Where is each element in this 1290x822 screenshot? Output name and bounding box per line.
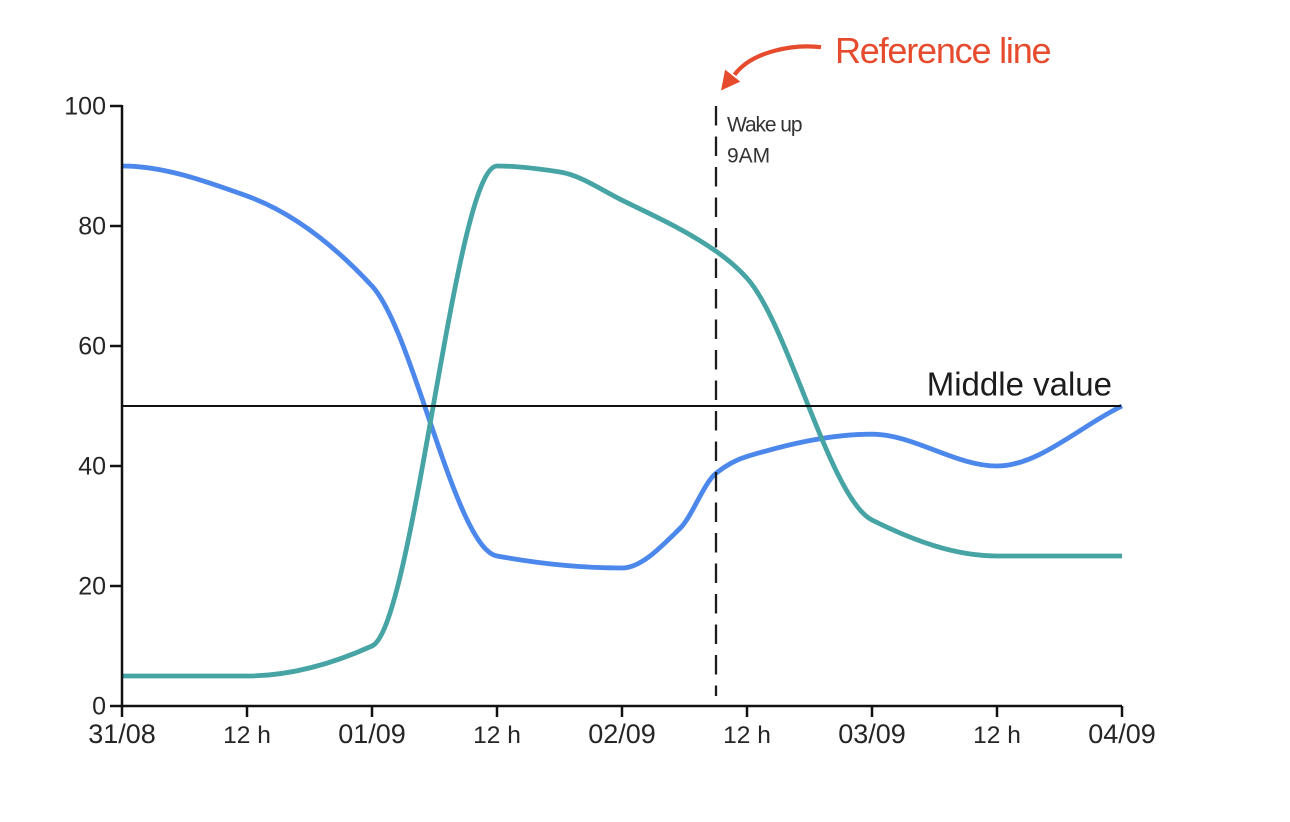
svg-text:9AM: 9AM xyxy=(727,145,770,168)
svg-text:31/08: 31/08 xyxy=(88,719,156,749)
svg-text:20: 20 xyxy=(78,573,106,601)
svg-text:0: 0 xyxy=(92,693,106,721)
svg-text:12 h: 12 h xyxy=(473,722,521,749)
svg-text:02/09: 02/09 xyxy=(588,719,656,749)
svg-text:04/09: 04/09 xyxy=(1088,719,1156,749)
svg-text:100: 100 xyxy=(64,93,106,121)
svg-text:Wake up: Wake up xyxy=(727,114,802,137)
svg-text:Middle value: Middle value xyxy=(927,366,1112,403)
svg-text:01/09: 01/09 xyxy=(338,719,406,749)
svg-text:12 h: 12 h xyxy=(223,722,271,749)
svg-text:Reference line: Reference line xyxy=(835,30,1051,71)
svg-text:80: 80 xyxy=(78,213,106,241)
svg-text:03/09: 03/09 xyxy=(838,719,906,749)
svg-text:12 h: 12 h xyxy=(973,722,1021,749)
svg-text:40: 40 xyxy=(78,453,106,481)
svg-text:60: 60 xyxy=(78,333,106,361)
svg-text:12 h: 12 h xyxy=(723,722,771,749)
